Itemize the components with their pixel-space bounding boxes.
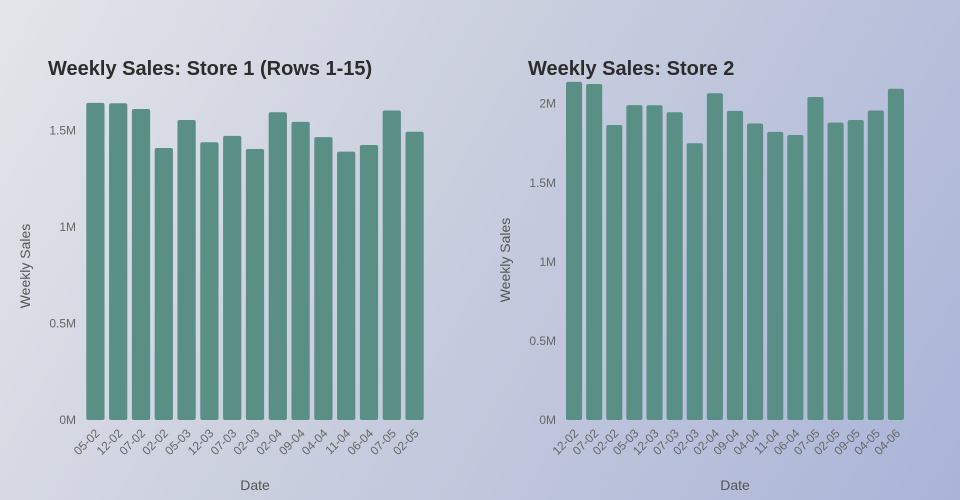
bar bbox=[245, 149, 265, 420]
y-tick-label: 0.5M bbox=[49, 317, 76, 331]
bar bbox=[787, 134, 804, 420]
bar bbox=[382, 110, 401, 420]
bar bbox=[767, 131, 784, 420]
bar bbox=[847, 120, 864, 421]
bar bbox=[291, 121, 310, 420]
y-tick-label: 1.5M bbox=[529, 176, 556, 190]
chart-title: Weekly Sales: Store 2 bbox=[528, 58, 735, 80]
bar bbox=[223, 135, 242, 420]
bar bbox=[154, 148, 173, 420]
bar bbox=[586, 84, 603, 420]
bar bbox=[666, 112, 683, 420]
y-tick-label: 0.5M bbox=[529, 334, 556, 348]
bar bbox=[314, 137, 333, 420]
bar bbox=[131, 108, 151, 420]
x-tick-label: 04-04 bbox=[299, 426, 331, 458]
bar-chart-store-1: Weekly SalesDate0M0.5M1M1.5M05-0212-0207… bbox=[17, 102, 424, 493]
y-tick-label: 0M bbox=[59, 413, 76, 427]
bar bbox=[86, 102, 105, 421]
bar bbox=[566, 81, 583, 421]
bar bbox=[867, 110, 884, 420]
bar bbox=[827, 122, 844, 420]
chart-title: Weekly Sales: Store 1 (Rows 1-15) bbox=[48, 58, 373, 80]
chart-panel-store-2: Weekly Sales: Store 2 Weekly Sales Date 0M… bbox=[480, 0, 960, 500]
bar-chart-store-2: Weekly SalesDate0M0.5M1M1.5M2M12-0207-02… bbox=[497, 81, 904, 493]
bar bbox=[405, 131, 424, 420]
y-tick-label: 1M bbox=[539, 255, 556, 269]
bar bbox=[747, 123, 764, 420]
bar bbox=[726, 110, 744, 420]
bar bbox=[359, 145, 379, 421]
y-tick-label: 1.5M bbox=[49, 124, 76, 138]
x-tick-label: 02-05 bbox=[390, 426, 422, 458]
y-axis-label: Weekly Sales bbox=[497, 218, 513, 303]
bar bbox=[887, 88, 904, 420]
bar bbox=[109, 103, 128, 420]
x-axis-label: Date bbox=[240, 477, 270, 493]
y-tick-label: 0M bbox=[539, 413, 556, 427]
bar bbox=[706, 93, 723, 420]
bar bbox=[606, 125, 623, 421]
bar bbox=[626, 105, 643, 420]
bar bbox=[686, 143, 703, 420]
y-axis-label: Weekly Sales bbox=[17, 224, 33, 309]
bar bbox=[177, 120, 196, 420]
bar bbox=[268, 112, 287, 420]
bar bbox=[200, 142, 219, 420]
chart-panel-store-1: Weekly Sales: Store 1 (Rows 1-15) Weekly… bbox=[17, 58, 424, 493]
y-tick-label: 2M bbox=[539, 97, 556, 111]
bar bbox=[337, 151, 356, 420]
x-axis-label: Date bbox=[720, 477, 750, 493]
bar bbox=[807, 96, 824, 421]
y-tick-label: 1M bbox=[59, 220, 76, 234]
bar bbox=[646, 105, 663, 420]
